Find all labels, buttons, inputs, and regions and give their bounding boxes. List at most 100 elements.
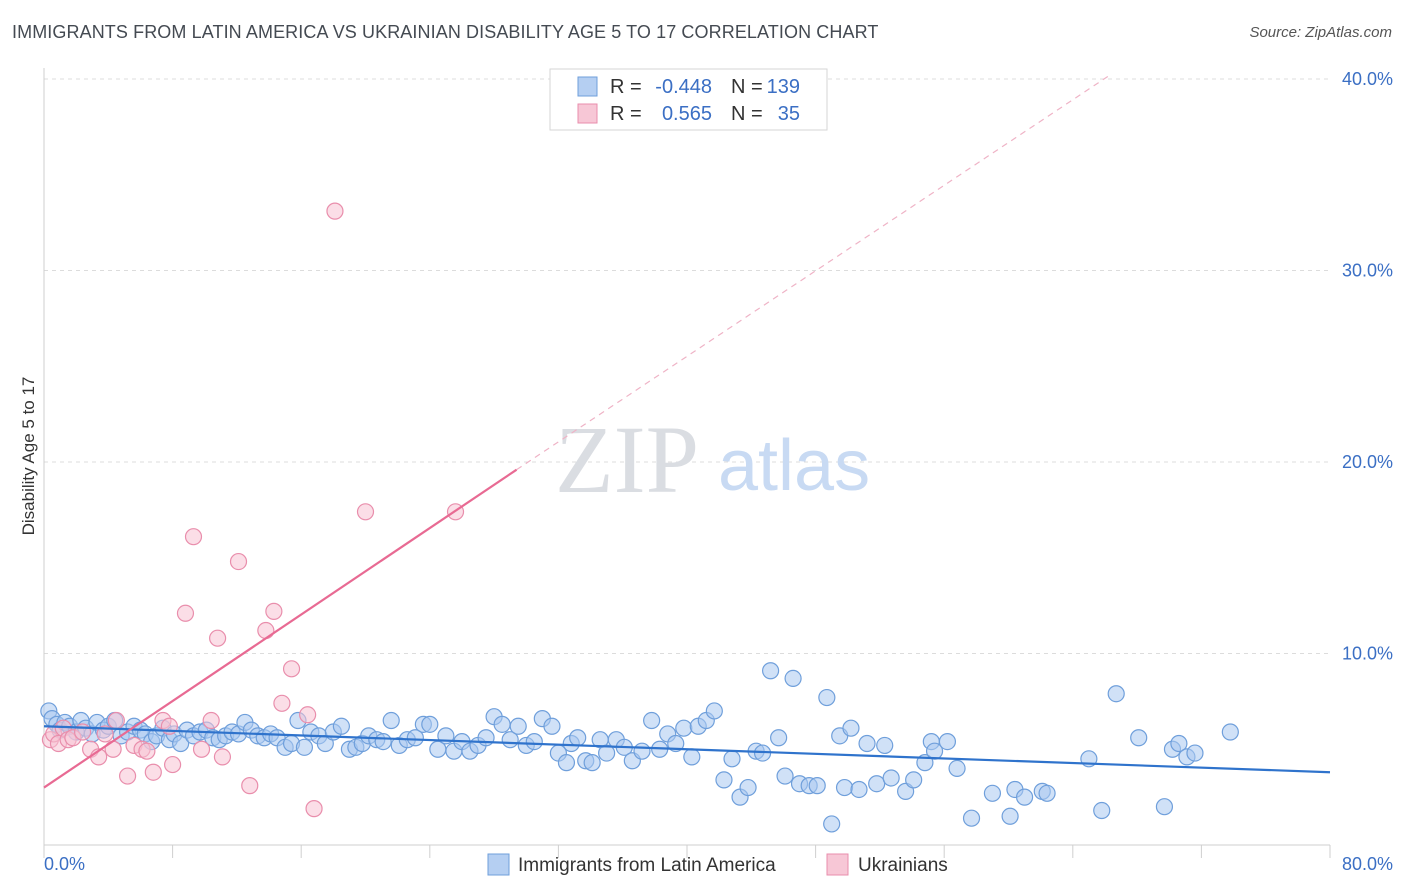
x-tick-label-max: 80.0%	[1342, 854, 1393, 874]
watermark-zip: ZIP	[555, 406, 699, 513]
legend-r-label-2: R =	[610, 103, 642, 125]
point-latin-america	[525, 732, 543, 751]
legend-swatch-blue	[577, 76, 598, 97]
point-ukrainian	[213, 748, 232, 766]
point-ukrainian	[326, 202, 344, 220]
point-latin-america	[818, 688, 836, 707]
watermark: ZIP atlas	[555, 406, 870, 513]
source-credit: Source: ZipAtlas.com	[1249, 24, 1392, 41]
point-ukrainian	[192, 740, 211, 758]
point-latin-america	[850, 780, 868, 799]
point-latin-america	[876, 736, 894, 755]
point-latin-america	[1015, 788, 1034, 806]
point-ukrainian	[138, 742, 156, 760]
point-latin-america	[557, 754, 576, 772]
point-latin-america	[1221, 723, 1239, 741]
point-ukrainian	[184, 528, 203, 546]
trend-line-latin-america	[43, 725, 1331, 774]
point-ukrainian	[209, 629, 227, 647]
point-ukrainian	[118, 767, 137, 785]
point-latin-america	[1130, 729, 1148, 747]
legend-n-value-1: 139	[767, 76, 800, 98]
point-latin-america	[938, 732, 957, 751]
point-latin-america	[295, 738, 314, 756]
point-latin-america	[643, 711, 661, 730]
bottom-legend-swatch-pink	[826, 853, 849, 876]
series-ukrainians	[41, 202, 465, 818]
point-ukrainian	[229, 552, 248, 571]
point-ukrainian	[144, 763, 162, 781]
point-latin-america	[823, 815, 841, 833]
y-tick-label: 10.0%	[1342, 644, 1393, 664]
point-latin-america	[842, 719, 860, 737]
point-latin-america	[598, 744, 616, 762]
point-latin-america	[1038, 784, 1056, 802]
point-ukrainian	[164, 755, 182, 774]
point-latin-america	[962, 809, 981, 827]
legend-r-value-1: -0.448	[655, 76, 712, 98]
legend-swatch-pink	[577, 103, 598, 124]
point-latin-america	[715, 771, 733, 789]
legend-n-value-2: 35	[778, 103, 800, 125]
point-latin-america	[723, 750, 741, 768]
point-latin-america	[784, 669, 802, 687]
point-latin-america	[835, 778, 854, 797]
point-latin-america	[948, 759, 966, 778]
point-ukrainian	[282, 660, 301, 678]
point-latin-america	[667, 734, 685, 753]
point-ukrainian	[241, 777, 259, 795]
point-ukrainian	[265, 602, 283, 620]
point-latin-america	[382, 711, 400, 730]
point-latin-america	[583, 754, 601, 772]
point-latin-america	[1107, 685, 1125, 703]
bottom-legend-label-blue: Immigrants from Latin America	[518, 855, 776, 876]
point-latin-america	[374, 732, 392, 751]
point-latin-america	[675, 719, 693, 737]
point-latin-america	[868, 775, 886, 793]
point-ukrainian	[202, 711, 220, 730]
point-latin-america	[509, 717, 527, 735]
point-latin-america	[776, 767, 794, 785]
point-ukrainian	[176, 604, 195, 622]
point-latin-america	[569, 729, 587, 747]
point-latin-america	[882, 769, 900, 787]
point-latin-america	[421, 715, 439, 733]
bottom-legend-swatch-blue	[487, 853, 510, 876]
point-ukrainian	[299, 706, 317, 724]
series-legend: Immigrants from Latin America Ukrainians	[487, 853, 948, 876]
point-ukrainian	[305, 800, 323, 818]
bottom-legend-label-pink: Ukrainians	[858, 855, 948, 876]
point-ukrainian	[96, 725, 114, 743]
point-latin-america	[683, 748, 701, 766]
point-latin-america	[983, 784, 1002, 802]
y-tick-label: 40.0%	[1342, 69, 1393, 89]
x-tick-label-min: 0.0%	[44, 854, 85, 874]
point-latin-america	[761, 662, 780, 680]
point-ukrainian	[107, 711, 125, 730]
trend-line-ukrainians-extension	[516, 74, 1111, 471]
point-ukrainian	[273, 694, 291, 712]
point-latin-america	[1155, 798, 1174, 816]
point-latin-america	[406, 729, 424, 747]
trend-line-ukrainians	[43, 468, 518, 789]
point-latin-america	[905, 771, 923, 789]
point-ukrainian	[356, 503, 375, 521]
point-latin-america	[332, 717, 350, 735]
series-immigrants-latin-america	[40, 662, 1239, 833]
point-latin-america	[493, 715, 511, 733]
point-ukrainian	[257, 621, 275, 640]
correlation-legend: R = -0.448 N = 139 R = 0.565 N = 35	[549, 68, 828, 131]
point-latin-america	[808, 777, 826, 795]
legend-r-value-2: 0.565	[662, 103, 712, 125]
y-tick-label: 20.0%	[1342, 452, 1393, 472]
x-tick-labels: 0.0% 80.0%	[44, 854, 1393, 874]
point-latin-america	[1093, 801, 1111, 820]
y-tick-labels: 10.0% 20.0% 30.0% 40.0%	[1342, 69, 1393, 664]
watermark-atlas: atlas	[718, 426, 870, 506]
point-latin-america	[770, 729, 788, 747]
point-latin-america	[1001, 807, 1019, 825]
chart-title: IMMIGRANTS FROM LATIN AMERICA VS UKRAINI…	[12, 22, 879, 42]
legend-r-label-1: R =	[610, 76, 642, 98]
point-latin-america	[543, 717, 561, 735]
